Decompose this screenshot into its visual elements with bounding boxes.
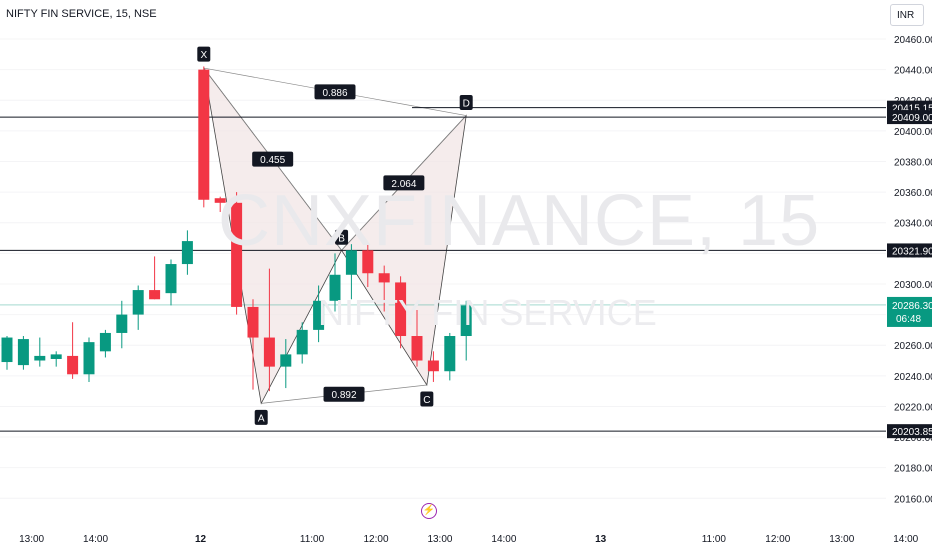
pattern-labels: X A B C D 0.886 0.455 2.064 0.892 <box>197 46 473 425</box>
candle-body <box>329 274 341 301</box>
time-tick-label: 12:00 <box>363 534 388 545</box>
pattern-point-b-box <box>335 229 349 245</box>
price-tick-label: 20160.00 <box>894 494 932 505</box>
candle-body <box>395 282 407 337</box>
candle-body <box>263 337 275 367</box>
pattern-point-x: X <box>200 50 207 61</box>
pattern-point-d: D <box>463 99 470 110</box>
price-tick-label: 20240.00 <box>894 372 932 383</box>
last-price-tag-box <box>887 296 932 327</box>
watermark-ticker: CNXFINANCE, 15 <box>218 181 821 261</box>
price-level-tag-box <box>887 110 932 125</box>
candle-body <box>50 354 62 359</box>
last-price-tag: 20286.30 <box>892 301 932 312</box>
time-tick-label: 13:00 <box>427 534 452 545</box>
candle-body <box>378 273 390 283</box>
price-tick-label: 20380.00 <box>894 157 932 168</box>
candle-body <box>34 355 46 361</box>
candle-body <box>247 306 259 338</box>
candle-body <box>427 360 439 372</box>
candle-body <box>132 290 144 315</box>
currency-selector[interactable]: INR <box>890 4 924 26</box>
pattern-point-x-box <box>197 46 211 62</box>
price-tick-label: 20400.00 <box>894 127 932 138</box>
ratio-label: 0.886 <box>322 88 347 99</box>
candle-body <box>116 314 128 333</box>
time-tick-label: 14:00 <box>893 534 918 545</box>
price-tick-label: 20200.00 <box>894 433 932 444</box>
horizontal-lines <box>0 107 886 432</box>
price-level-tag-box <box>887 243 932 258</box>
candle-body <box>313 300 325 330</box>
price-tick-label: 20180.00 <box>894 464 932 475</box>
candle-body <box>231 202 243 307</box>
time-tick-label: 14:00 <box>83 534 108 545</box>
candle-body <box>149 290 161 300</box>
candle-body <box>1 337 13 363</box>
pattern-point-d-box <box>459 95 473 111</box>
candles <box>1 66 472 392</box>
ratio-label-box <box>383 175 425 191</box>
price-axis: 20160.00 20180.00 20200.00 20220.00 20240.00… <box>886 0 932 550</box>
price-level-tag-box <box>887 424 932 439</box>
time-tick-label: 12:00 <box>765 534 790 545</box>
candle-body <box>165 264 177 294</box>
candle-body <box>411 336 423 361</box>
ratio-label-box <box>252 151 294 167</box>
candle-body <box>181 241 193 265</box>
pattern-point-b: B <box>338 233 345 244</box>
ratio-label: 0.455 <box>260 155 285 166</box>
candle-body <box>83 342 95 375</box>
price-tick-label: 20300.00 <box>894 280 932 291</box>
symbol-title[interactable]: NIFTY FIN SERVICE, 15, NSE <box>6 8 157 20</box>
pattern-point-c-box <box>420 391 434 407</box>
time-tick-label: 13:00 <box>19 534 44 545</box>
price-level-tag: 20321.90 <box>892 246 932 257</box>
candle-body <box>67 355 79 375</box>
price-tick-label: 20220.00 <box>894 402 932 413</box>
price-tick-label: 20460.00 <box>894 35 932 46</box>
ratio-label-box <box>323 386 365 402</box>
candle-body <box>444 336 456 372</box>
candle-body <box>280 354 292 367</box>
price-axis-background <box>886 0 932 550</box>
bar-countdown: 06:48 <box>896 314 921 325</box>
pattern-point-a: A <box>258 413 265 424</box>
time-tick-label: 11:00 <box>702 534 727 545</box>
price-tick-label: 20440.00 <box>894 66 932 77</box>
candle-body <box>99 332 111 352</box>
candle-body <box>17 339 29 366</box>
time-tick-label: 11:00 <box>300 534 325 545</box>
price-level-tag: 20409.00 <box>892 113 932 124</box>
time-tick-label: 12 <box>195 534 207 545</box>
price-tick-label: 20360.00 <box>894 188 932 199</box>
time-tick-label: 14:00 <box>491 534 516 545</box>
price-tick-label: 20340.00 <box>894 219 932 230</box>
candle-body <box>460 305 472 337</box>
candle-body <box>345 250 357 275</box>
price-level-tag: 20203.85 <box>892 427 932 438</box>
candle-body <box>198 69 210 200</box>
time-tick-label: 13:00 <box>829 534 854 545</box>
time-axis: 13:00 14:00 12 11:00 12:00 13:00 14:00 13 11:00 1… <box>19 534 919 545</box>
price-level-tag: 20415.15 <box>892 104 932 115</box>
ratio-label: 0.892 <box>332 390 357 401</box>
price-tick-label: 20260.00 <box>894 341 932 352</box>
candle-body <box>362 250 374 274</box>
candle-body <box>214 198 226 203</box>
watermark-name: NIFTY FIN SERVICE <box>318 292 657 333</box>
ratio-label: 2.064 <box>391 179 416 190</box>
time-tick-label: 13 <box>595 534 607 545</box>
pattern-point-a-box <box>254 409 268 425</box>
candle-body <box>296 329 308 355</box>
grid <box>0 38 886 499</box>
ratio-label-box <box>314 84 356 100</box>
pattern-point-c: C <box>423 395 430 406</box>
lightning-icon[interactable]: ⚡ <box>421 503 437 519</box>
